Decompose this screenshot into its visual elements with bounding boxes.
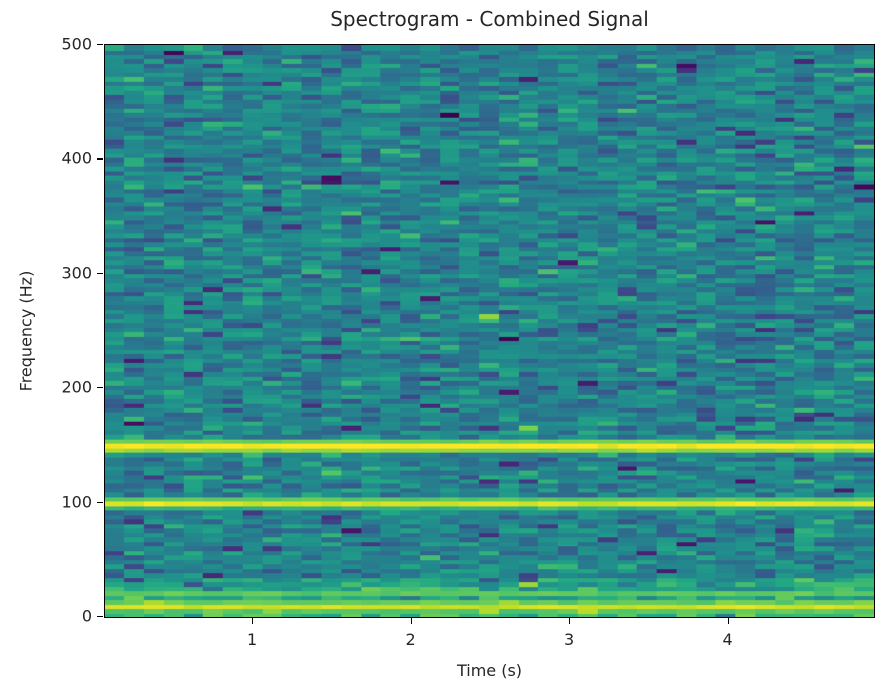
y-tick-mark — [97, 616, 103, 618]
chart-title: Spectrogram - Combined Signal — [330, 7, 649, 31]
x-tick-label: 4 — [722, 630, 733, 649]
y-axis-label: Frequency (Hz) — [16, 270, 36, 392]
y-tick-mark — [97, 44, 103, 46]
y-tick-label: 300 — [61, 263, 92, 283]
y-tick-mark — [97, 387, 103, 389]
y-tick-mark — [97, 272, 103, 275]
x-tick-label: 3 — [563, 630, 575, 649]
y-tick-label: 100 — [61, 492, 92, 512]
x-axis-label: Time (s) — [456, 661, 523, 680]
y-tick-mark — [97, 501, 103, 503]
y-tick-label: 500 — [61, 34, 92, 54]
plot-area — [104, 44, 875, 618]
y-tick-label: 400 — [61, 148, 92, 168]
x-tick-label: 2 — [405, 630, 416, 649]
y-tick-mark — [97, 158, 103, 160]
y-tick-label: 200 — [61, 377, 92, 397]
y-tick-label: 0 — [81, 606, 92, 626]
x-tick-mark — [410, 618, 412, 624]
x-tick-label: 1 — [246, 630, 258, 649]
x-tick-mark — [727, 618, 729, 624]
x-tick-mark — [569, 618, 571, 624]
x-tick-mark — [252, 618, 254, 624]
spectrogram-heatmap — [105, 45, 874, 617]
